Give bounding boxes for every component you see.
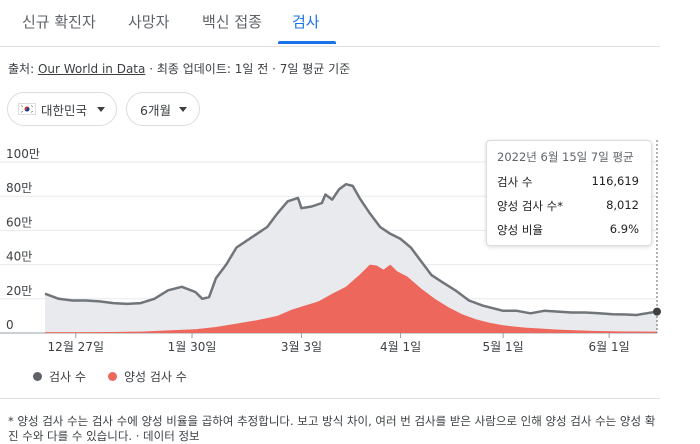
tooltip-title: 2022년 6월 15일 7일 평균 — [497, 150, 634, 164]
source-link[interactable]: Our World in Data — [37, 62, 146, 76]
y-tick-label: 20만 — [6, 284, 32, 298]
tab-deaths[interactable]: 사망자 — [128, 13, 170, 31]
legend-positive[interactable]: 양성 검사 수 — [108, 368, 187, 385]
period-value: 6개월 — [140, 102, 171, 118]
legend-dot-icon — [108, 372, 117, 381]
y-tick-label: 40만 — [6, 250, 32, 264]
x-tick-label: 12월 27일 — [48, 340, 104, 354]
period-select[interactable]: 6개월 — [126, 92, 200, 126]
tooltip-label: 검사 수 — [497, 175, 533, 189]
legend-dot-icon — [33, 372, 42, 381]
tooltip-value: 8,012 — [606, 198, 639, 212]
chart-tooltip: 2022년 6월 15일 7일 평균 검사 수 116,619 양성 검사 수*… — [486, 140, 652, 246]
country-value: 대한민국 — [41, 102, 88, 118]
source-prefix: 출처: — [8, 62, 35, 76]
legend-positive-label: 양성 검사 수 — [124, 370, 187, 384]
divider — [0, 398, 660, 399]
footnote: * 양성 검사 수는 검사 수에 양성 비율을 곱하여 추정합니다. 보고 방식… — [8, 414, 656, 443]
tab-new-cases[interactable]: 신규 확진자 — [22, 13, 96, 31]
x-tick-label: 3월 3일 — [281, 340, 322, 354]
y-tick-label: 100만 — [6, 147, 40, 161]
tooltip-value: 6.9% — [609, 222, 639, 236]
legend-tests-label: 검사 수 — [49, 370, 86, 384]
chevron-down-icon — [97, 106, 106, 112]
tooltip-label: 양성 비율 — [497, 223, 543, 237]
source-suffix: · 최종 업데이트: 1일 전 · 7일 평균 기준 — [149, 62, 351, 76]
source-line: 출처: Our World in Data · 최종 업데이트: 1일 전 · … — [8, 60, 350, 77]
country-select[interactable]: 대한민국 — [7, 92, 117, 126]
positive-area — [45, 264, 657, 333]
chevron-down-icon — [178, 106, 187, 112]
y-tick-label: 80만 — [6, 181, 32, 195]
x-tick-label: 5월 1일 — [483, 340, 524, 354]
tooltip-row-positive: 양성 검사 수* 8,012 — [497, 198, 639, 214]
tests-line — [44, 182, 658, 317]
tooltip-row-tests: 검사 수 116,619 — [497, 174, 639, 190]
tooltip-label: 양성 검사 수* — [497, 199, 563, 213]
tooltip-value: 116,619 — [591, 174, 639, 188]
y-tick-label: 0 — [6, 318, 14, 332]
legend-tests[interactable]: 검사 수 — [33, 368, 86, 385]
y-tick-label: 60만 — [6, 215, 32, 229]
x-tick-label: 4월 1일 — [380, 340, 421, 354]
x-tick-label: 1월 30일 — [168, 340, 217, 354]
x-tick-label: 6월 1일 — [589, 340, 630, 354]
active-tab-indicator — [278, 41, 336, 44]
tab-vaccinations[interactable]: 백신 접종 — [202, 13, 262, 31]
tooltip-row-rate: 양성 비율 6.9% — [497, 222, 639, 238]
hover-point — [653, 307, 661, 316]
tab-tests[interactable]: 검사 — [292, 13, 320, 31]
south-korea-flag-icon — [18, 103, 36, 115]
tab-bar: 신규 확진자 사망자 백신 접종 검사 — [0, 0, 660, 47]
